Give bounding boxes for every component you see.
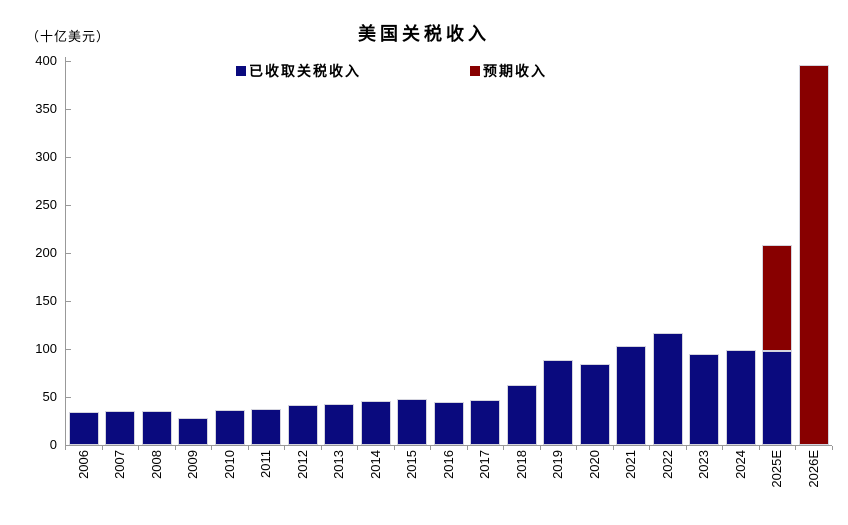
y-axis-tick-label: 300 [35, 149, 57, 164]
bar-2016 [433, 401, 464, 445]
y-axis-tick-label: 200 [35, 245, 57, 260]
x-axis-tick [503, 446, 504, 450]
bar-2014 [360, 400, 391, 445]
x-axis-tick [320, 446, 322, 450]
y-axis-tick [65, 348, 71, 350]
x-axis-tick [101, 446, 103, 450]
legend-item-expected: 预期收入 [470, 63, 547, 79]
bar-2010 [214, 410, 245, 445]
y-axis-tick-label: 150 [35, 293, 57, 308]
x-axis-tick [576, 446, 577, 450]
x-axis-tick [357, 446, 358, 450]
legend-swatch-icon [470, 66, 480, 76]
x-axis-label-2023: 2023 [696, 450, 711, 479]
x-axis-tick [539, 446, 541, 450]
y-axis-tick-label: 400 [35, 53, 57, 68]
x-axis-tick [284, 446, 285, 450]
x-axis-label-2009: 2009 [185, 450, 200, 479]
legend-swatch-icon [236, 66, 246, 76]
bar-2012 [287, 404, 318, 445]
x-axis-tick [758, 446, 760, 450]
legend-item-label: 已收取关税收入 [249, 63, 361, 79]
x-axis-tick [247, 446, 249, 450]
x-axis-label-2007: 2007 [112, 450, 127, 479]
y-axis-tick [65, 108, 71, 110]
bar-2006 [68, 412, 99, 445]
x-axis-label-2013: 2013 [331, 450, 346, 479]
x-axis-tick [795, 446, 796, 450]
x-axis-tick [211, 446, 212, 450]
bar-2007 [105, 411, 135, 445]
x-axis-label-2011: 2011 [258, 450, 273, 478]
x-axis-label-2019: 2019 [550, 450, 565, 479]
x-axis-tick [430, 446, 431, 450]
bar-2011 [251, 408, 281, 445]
x-axis-tick [685, 446, 687, 450]
y-axis-tick-label: 350 [35, 101, 57, 116]
x-axis-label-2018: 2018 [513, 450, 529, 479]
bar-2008 [141, 411, 172, 445]
x-axis-tick [466, 446, 468, 450]
x-axis-tick [65, 446, 66, 450]
y-axis-tick-label: 50 [42, 389, 57, 404]
x-axis-label-2008: 2008 [148, 450, 164, 479]
bar-2009 [178, 418, 208, 445]
bar-2025E [762, 350, 792, 445]
y-axis-tick [65, 300, 71, 302]
bar-2013 [324, 403, 354, 445]
x-axis-label-2017: 2017 [477, 450, 492, 479]
y-axis-tick-label: 100 [35, 341, 57, 356]
bar-2018 [506, 385, 537, 445]
x-axis-tick [831, 446, 833, 450]
x-axis-tick [612, 446, 614, 450]
x-axis-label-2020: 2020 [586, 450, 602, 479]
bar-2021 [616, 346, 646, 445]
x-axis-label-2022: 2022 [659, 450, 675, 479]
bar-2019 [543, 359, 573, 445]
legend-item-collected: 已收取关税收入 [236, 63, 361, 79]
y-axis-tick-label: 0 [49, 437, 57, 452]
x-axis-label-2026E: 2026E [805, 450, 821, 488]
y-axis-line [65, 57, 66, 446]
y-axis-tick [65, 252, 71, 254]
legend-item-label: 预期收入 [483, 63, 547, 79]
x-axis-label-2015: 2015 [404, 450, 419, 479]
bar-2017 [470, 399, 500, 445]
bar-2022 [652, 332, 683, 445]
x-axis-label-2024: 2024 [732, 450, 748, 479]
chart-title: 美国关税收入 [358, 24, 490, 44]
x-axis-tick [174, 446, 176, 450]
y-axis-tick [65, 396, 71, 398]
x-axis-tick [393, 446, 395, 450]
bar-2026E [798, 64, 829, 445]
y-axis-tick [65, 60, 71, 62]
x-axis-tick [138, 446, 139, 450]
x-axis-label-2010: 2010 [221, 450, 237, 479]
bar-2024 [725, 349, 756, 445]
bar-2020 [579, 364, 610, 445]
bar-2015 [397, 398, 427, 445]
x-axis-line [65, 445, 832, 446]
x-axis-label-2025E: 2025E [769, 450, 784, 488]
y-axis-unit-label: （十亿美元） [26, 29, 111, 44]
bar-2025E [762, 245, 792, 351]
x-axis-tick [722, 446, 723, 450]
y-axis-tick-label: 250 [35, 197, 57, 212]
x-axis-label-2014: 2014 [367, 450, 383, 479]
y-axis-tick [65, 156, 71, 158]
x-axis-label-2016: 2016 [440, 450, 456, 479]
y-axis-tick [65, 204, 71, 206]
x-axis-tick [649, 446, 650, 450]
bar-2023 [689, 353, 719, 445]
x-axis-label-2012: 2012 [294, 450, 310, 479]
x-axis-label-2006: 2006 [75, 450, 91, 479]
x-axis-label-2021: 2021 [623, 450, 638, 479]
